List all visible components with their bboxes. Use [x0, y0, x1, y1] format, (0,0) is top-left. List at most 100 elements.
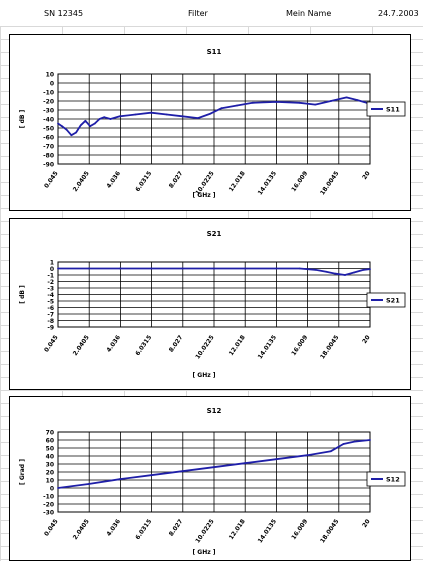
x-tick-label: 2.0405 — [72, 334, 91, 357]
legend-label: S12 — [386, 476, 400, 484]
data-point — [334, 272, 337, 275]
y-tick-label: -1 — [47, 273, 54, 280]
data-point — [150, 267, 153, 270]
data-point — [134, 113, 137, 116]
data-point — [362, 268, 365, 271]
legend-box — [366, 471, 406, 487]
data-point — [181, 115, 184, 118]
x-tick-label: 0.045 — [43, 334, 60, 354]
x-tick-label: 8.027 — [168, 170, 185, 190]
data-point — [275, 101, 278, 103]
data-point — [220, 107, 223, 110]
x-tick-label: 6.0315 — [134, 518, 153, 541]
x-tick-label: 16.009 — [290, 334, 309, 357]
data-point — [79, 124, 82, 127]
x-axis-label: [ GHz ] — [192, 549, 215, 556]
data-point — [330, 450, 332, 453]
data-point — [197, 117, 199, 119]
data-point — [344, 274, 346, 276]
device-type: Filter — [188, 9, 208, 18]
x-axis-label: [ GHz ] — [192, 372, 215, 379]
x-tick-label: 2.0405 — [72, 518, 91, 541]
data-point — [353, 271, 356, 274]
y-tick-label: -90 — [43, 162, 54, 169]
data-point — [87, 483, 90, 485]
data-point — [93, 122, 96, 125]
x-tick-label: 6.0315 — [134, 170, 153, 193]
x-tick-label: 14.0135 — [257, 170, 278, 196]
y-tick-label: -40 — [43, 117, 54, 124]
data-point — [212, 466, 215, 469]
data-point — [314, 103, 317, 106]
y-tick-label: -10 — [43, 90, 54, 97]
data-point — [345, 96, 348, 99]
data-point — [89, 125, 92, 128]
data-point — [298, 267, 301, 270]
x-tick-label: 8.027 — [168, 518, 185, 538]
legend-label: S11 — [386, 106, 400, 114]
y-tick-label: 10 — [46, 478, 54, 485]
y-tick-label: 10 — [46, 72, 54, 79]
data-point — [57, 267, 59, 270]
x-tick-label: 16.009 — [290, 518, 309, 541]
data-point — [181, 470, 184, 473]
data-point — [109, 118, 112, 120]
y-axis-label: [ dB ] — [19, 285, 26, 304]
data-point — [369, 439, 371, 441]
y-tick-label: -30 — [43, 108, 54, 115]
y-tick-label: -20 — [43, 502, 54, 509]
x-tick-label: 20 — [361, 334, 372, 345]
data-point — [65, 128, 68, 131]
x-tick-label: 20 — [361, 518, 372, 529]
data-point — [209, 112, 212, 115]
data-point — [251, 101, 254, 104]
y-tick-label: 0 — [50, 81, 54, 88]
date: 24.7.2003 — [378, 9, 419, 18]
data-point — [87, 267, 90, 270]
x-tick-label: 2.0405 — [72, 170, 91, 193]
data-point — [150, 111, 153, 114]
x-tick-label: 8.027 — [168, 334, 185, 354]
data-point — [325, 270, 328, 273]
data-point — [98, 118, 101, 120]
legend-s12: S12 — [366, 471, 406, 487]
x-tick-label: 4.036 — [105, 518, 122, 538]
data-point — [342, 443, 345, 445]
data-point — [150, 474, 153, 477]
x-tick-label: 16.009 — [290, 170, 309, 193]
chart-s12[interactable]: S12 70 60 50 40 30 20 10 0 -10 -20 -30 0.045 2.0405 4.… — [9, 396, 411, 561]
y-tick-label: -50 — [43, 126, 54, 133]
y-tick-label: 1 — [50, 260, 54, 267]
data-point — [84, 119, 87, 122]
y-tick-label: 40 — [46, 454, 54, 461]
data-point — [369, 268, 371, 271]
data-point — [57, 487, 59, 489]
x-axis-label: [ GHz ] — [192, 192, 215, 199]
serial-number: SN 12345 — [44, 9, 84, 18]
x-tick-label: 4.036 — [105, 334, 122, 354]
data-point — [165, 113, 168, 116]
x-tick-label: 12.018 — [228, 334, 247, 357]
y-tick-label: -30 — [43, 510, 54, 517]
chart-s21-svg: S21 10-1-2-3-4-5-6-7-8-9 0.045 2.0405 4.036 6… — [19, 230, 406, 379]
data-point — [314, 268, 317, 271]
y-tick-label: 60 — [46, 438, 54, 445]
y-axis-label: [ Grad ] — [19, 459, 26, 485]
chart-s21[interactable]: S21 1 0 -1 -2 -3 -4 -5 -6 -7 -8 -9 0.045 2.0405 4.036 6… — [9, 218, 411, 390]
data-point — [118, 115, 121, 118]
sheet-header-row: SN 12345 Filter Mein Name 24.7.2003 — [0, 0, 423, 26]
y-tick-label: 20 — [46, 470, 54, 477]
y-tick-label: -9 — [47, 325, 54, 332]
y-tick-label: -8 — [47, 318, 54, 325]
data-point — [118, 267, 121, 270]
data-point — [103, 116, 106, 119]
y-tick-label: -6 — [47, 305, 54, 312]
owner-name: Mein Name — [286, 9, 332, 18]
x-tick-label: 10.0225 — [194, 518, 215, 544]
data-point — [244, 267, 246, 270]
data-point — [356, 99, 359, 101]
y-tick-label: -10 — [43, 494, 54, 501]
y-tick-label: -4 — [47, 292, 54, 299]
chart-s11[interactable]: S11 10 0 -10 -20 -30 -40 -50 -60 -70 -80 -90 0.045 2.… — [9, 34, 411, 211]
